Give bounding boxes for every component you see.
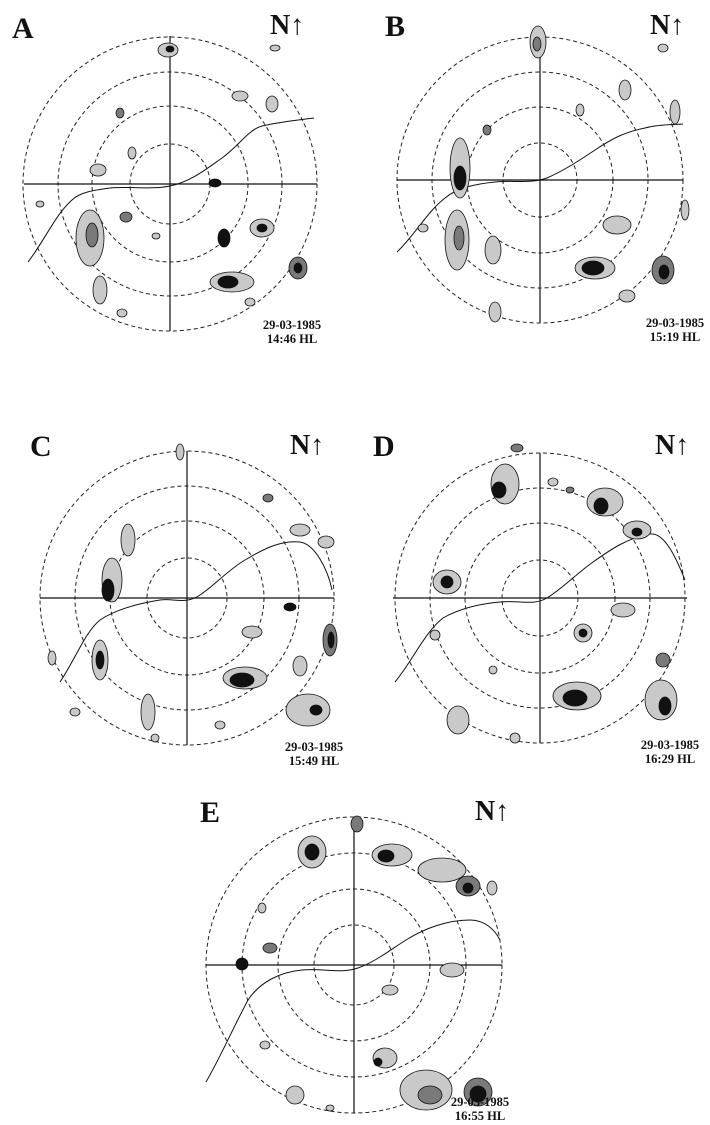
timestamp: 29-03-1985 14:46 HL [242, 318, 342, 346]
north-indicator: N↑ [475, 796, 510, 827]
echo-cells [429, 443, 678, 744]
panel-label: D [373, 430, 395, 463]
north-indicator: N↑ [655, 430, 690, 461]
echo-cells [47, 443, 338, 743]
timestamp: 29-03-1985 15:49 HL [264, 740, 364, 768]
radar-panel-b: B N↑ 29-03-1985 15:19 HL [355, 0, 710, 350]
radar-panel-d: D N↑ 29-03-1985 16:29 HL [365, 420, 710, 770]
echo-cells [35, 42, 308, 318]
radar-plot-b [396, 25, 690, 324]
coastline [27, 117, 315, 263]
north-indicator: N↑ [650, 10, 685, 41]
timestamp-date: 29-03-1985 [262, 318, 322, 332]
echo-cells [417, 25, 690, 323]
radar-panel-e: E N↑ 29-03-1985 16:55 HL [180, 790, 540, 1125]
timestamp-date: 29-03-1985 [645, 316, 705, 330]
radar-plot-e [205, 815, 503, 1114]
timestamp-time: 16:29 HL [644, 752, 696, 766]
panel-label: C [30, 430, 52, 463]
coastline [59, 541, 333, 683]
radar-panel-a: A N↑ 29-03-1985 14:46 HL [0, 0, 350, 350]
timestamp-date: 29-03-1985 [450, 1095, 510, 1109]
radar-panel-c: C N↑ 29-03-1985 15:49 HL [0, 420, 360, 770]
north-indicator: N↑ [290, 430, 325, 461]
timestamp-time: 15:49 HL [288, 754, 340, 768]
radar-plot-a [22, 36, 318, 332]
timestamp: 29-03-1985 15:19 HL [625, 316, 710, 344]
panel-label: E [200, 796, 221, 829]
radar-plot-c [39, 443, 338, 746]
radar-plot-d [393, 443, 687, 744]
timestamp-date: 29-03-1985 [284, 740, 344, 754]
timestamp-time: 15:19 HL [649, 330, 701, 344]
panel-label: B [385, 10, 406, 43]
timestamp-time: 14:46 HL [266, 332, 318, 346]
timestamp: 29-03-1985 16:29 HL [620, 738, 710, 766]
echo-cells [235, 815, 498, 1112]
north-indicator: N↑ [270, 10, 305, 41]
panel-label: A [12, 12, 34, 45]
coastline [205, 919, 501, 1083]
coastline [396, 123, 684, 253]
timestamp: 29-03-1985 16:55 HL [430, 1095, 530, 1123]
timestamp-time: 16:55 HL [454, 1109, 506, 1123]
timestamp-date: 29-03-1985 [640, 738, 700, 752]
